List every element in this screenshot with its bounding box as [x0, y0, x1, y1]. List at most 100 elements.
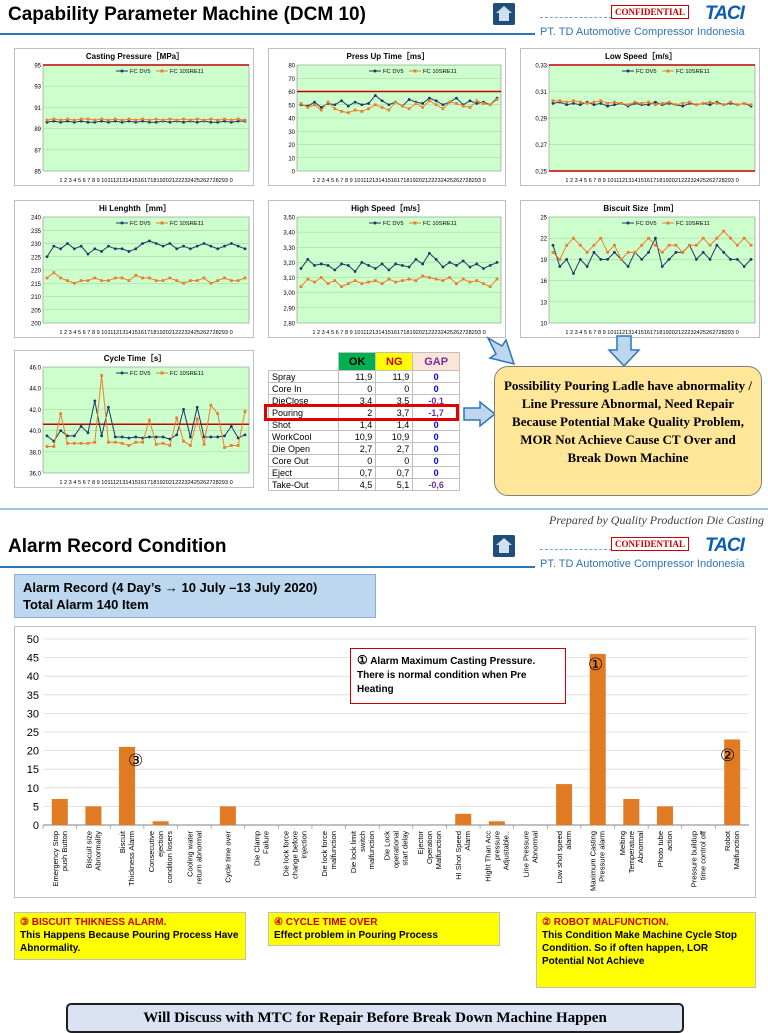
data-point: [633, 100, 637, 104]
chart-casting-pressure: Casting Pressure［MPa］ 85 87 89 91 93 95 1 2 3 4…: [14, 48, 254, 186]
data-point: [495, 98, 499, 101]
data-point: [107, 279, 110, 282]
data-point: [326, 100, 330, 104]
data-point: [127, 436, 131, 440]
cell-ng: 0: [375, 382, 414, 395]
y-tick-label: 2,90: [283, 306, 295, 312]
data-point: [223, 117, 226, 121]
data-point: [681, 250, 685, 254]
data-point: [468, 280, 472, 284]
data-point: [715, 102, 719, 105]
data-point: [66, 117, 69, 121]
legend-marker: [413, 69, 417, 73]
data-point: [72, 118, 76, 122]
y-tick-label: 93: [34, 85, 41, 91]
bar: [623, 798, 640, 825]
plot-area: [42, 64, 250, 172]
data-point: [195, 405, 199, 409]
data-point: [729, 100, 732, 104]
chart-title: Hi Lenghth［mm］: [99, 203, 171, 213]
data-point: [229, 424, 233, 428]
data-point: [299, 267, 303, 270]
data-point: [100, 119, 104, 123]
data-point: [455, 96, 458, 100]
data-point: [86, 279, 90, 282]
home-icon[interactable]: [493, 3, 515, 25]
data-point: [387, 268, 391, 272]
y-tick-label: 30: [27, 708, 39, 720]
y-tick-label: 89: [34, 127, 41, 133]
data-point: [434, 258, 438, 261]
data-point: [161, 441, 165, 445]
data-point: [223, 434, 226, 438]
slide1-title: Capability Parameter Machine (DCM 10): [8, 4, 366, 25]
y-tick-label: 70: [288, 77, 295, 83]
data-point: [216, 412, 220, 416]
legend-label: FC 10SRE11: [423, 69, 457, 75]
data-point: [373, 279, 377, 282]
data-point: [120, 276, 124, 280]
data-point: [127, 119, 131, 123]
bar: [152, 821, 169, 825]
data-point: [229, 242, 233, 245]
data-point: [428, 251, 431, 255]
x-tick-label: Maximum CastingPressure alarm: [589, 831, 607, 891]
y-tick-label: 40,0: [29, 429, 41, 435]
data-point: [667, 243, 671, 247]
data-point: [475, 262, 479, 266]
data-point: [421, 274, 425, 278]
data-point: [333, 268, 337, 272]
data-point: [414, 279, 418, 282]
data-point: [72, 120, 76, 124]
data-point: [93, 276, 97, 280]
cell-gap: 0: [412, 430, 460, 443]
data-point: [667, 100, 671, 104]
data-point: [107, 244, 110, 248]
y-tick-label: 85: [34, 170, 41, 176]
data-point: [619, 258, 623, 261]
data-point: [346, 264, 350, 267]
data-point: [45, 255, 49, 259]
data-point: [86, 252, 90, 256]
legend-label: FC DV5: [130, 221, 151, 227]
data-point: [120, 120, 124, 124]
y-tick-label: 20: [288, 143, 295, 149]
data-point: [749, 103, 753, 107]
data-point: [229, 120, 233, 124]
data-point: [236, 119, 240, 123]
data-point: [223, 446, 226, 449]
data-point: [79, 117, 83, 121]
table-row: Spray 11,9 11,9 0: [267, 370, 460, 383]
data-point: [113, 117, 117, 121]
data-point: [127, 444, 131, 447]
data-point: [688, 100, 691, 104]
data-point: [243, 118, 247, 122]
data-point: [660, 265, 664, 268]
data-point: [93, 399, 97, 403]
data-point: [551, 250, 555, 254]
data-point: [168, 242, 172, 245]
home-icon-2[interactable]: [493, 535, 515, 557]
y-tick-label: 44,0: [29, 387, 41, 393]
y-tick-label: 3,50: [283, 216, 295, 222]
data-point: [100, 250, 104, 253]
box3-text: This Happens Because Pouring Process Hav…: [20, 930, 239, 954]
data-point: [434, 99, 438, 103]
data-point: [441, 279, 445, 282]
data-point: [141, 242, 144, 245]
data-point: [93, 440, 97, 444]
data-point: [313, 100, 316, 104]
data-point: [592, 103, 596, 107]
data-point: [613, 103, 616, 107]
data-point: [182, 439, 185, 443]
chart-title: Casting Pressure［MPa］: [86, 51, 184, 61]
data-point: [326, 264, 330, 267]
x-tick-label: Photo tubeaction: [656, 831, 674, 867]
data-point: [168, 120, 172, 124]
chart-cycle-time: Cycle Time［s］ 36,0 38,0 40,0 42,0 44,0 46,0 1 2…: [14, 350, 254, 488]
data-point: [599, 102, 603, 105]
data-point: [674, 250, 678, 254]
bar: [724, 739, 741, 825]
data-point: [708, 103, 712, 107]
data-point: [113, 276, 117, 280]
